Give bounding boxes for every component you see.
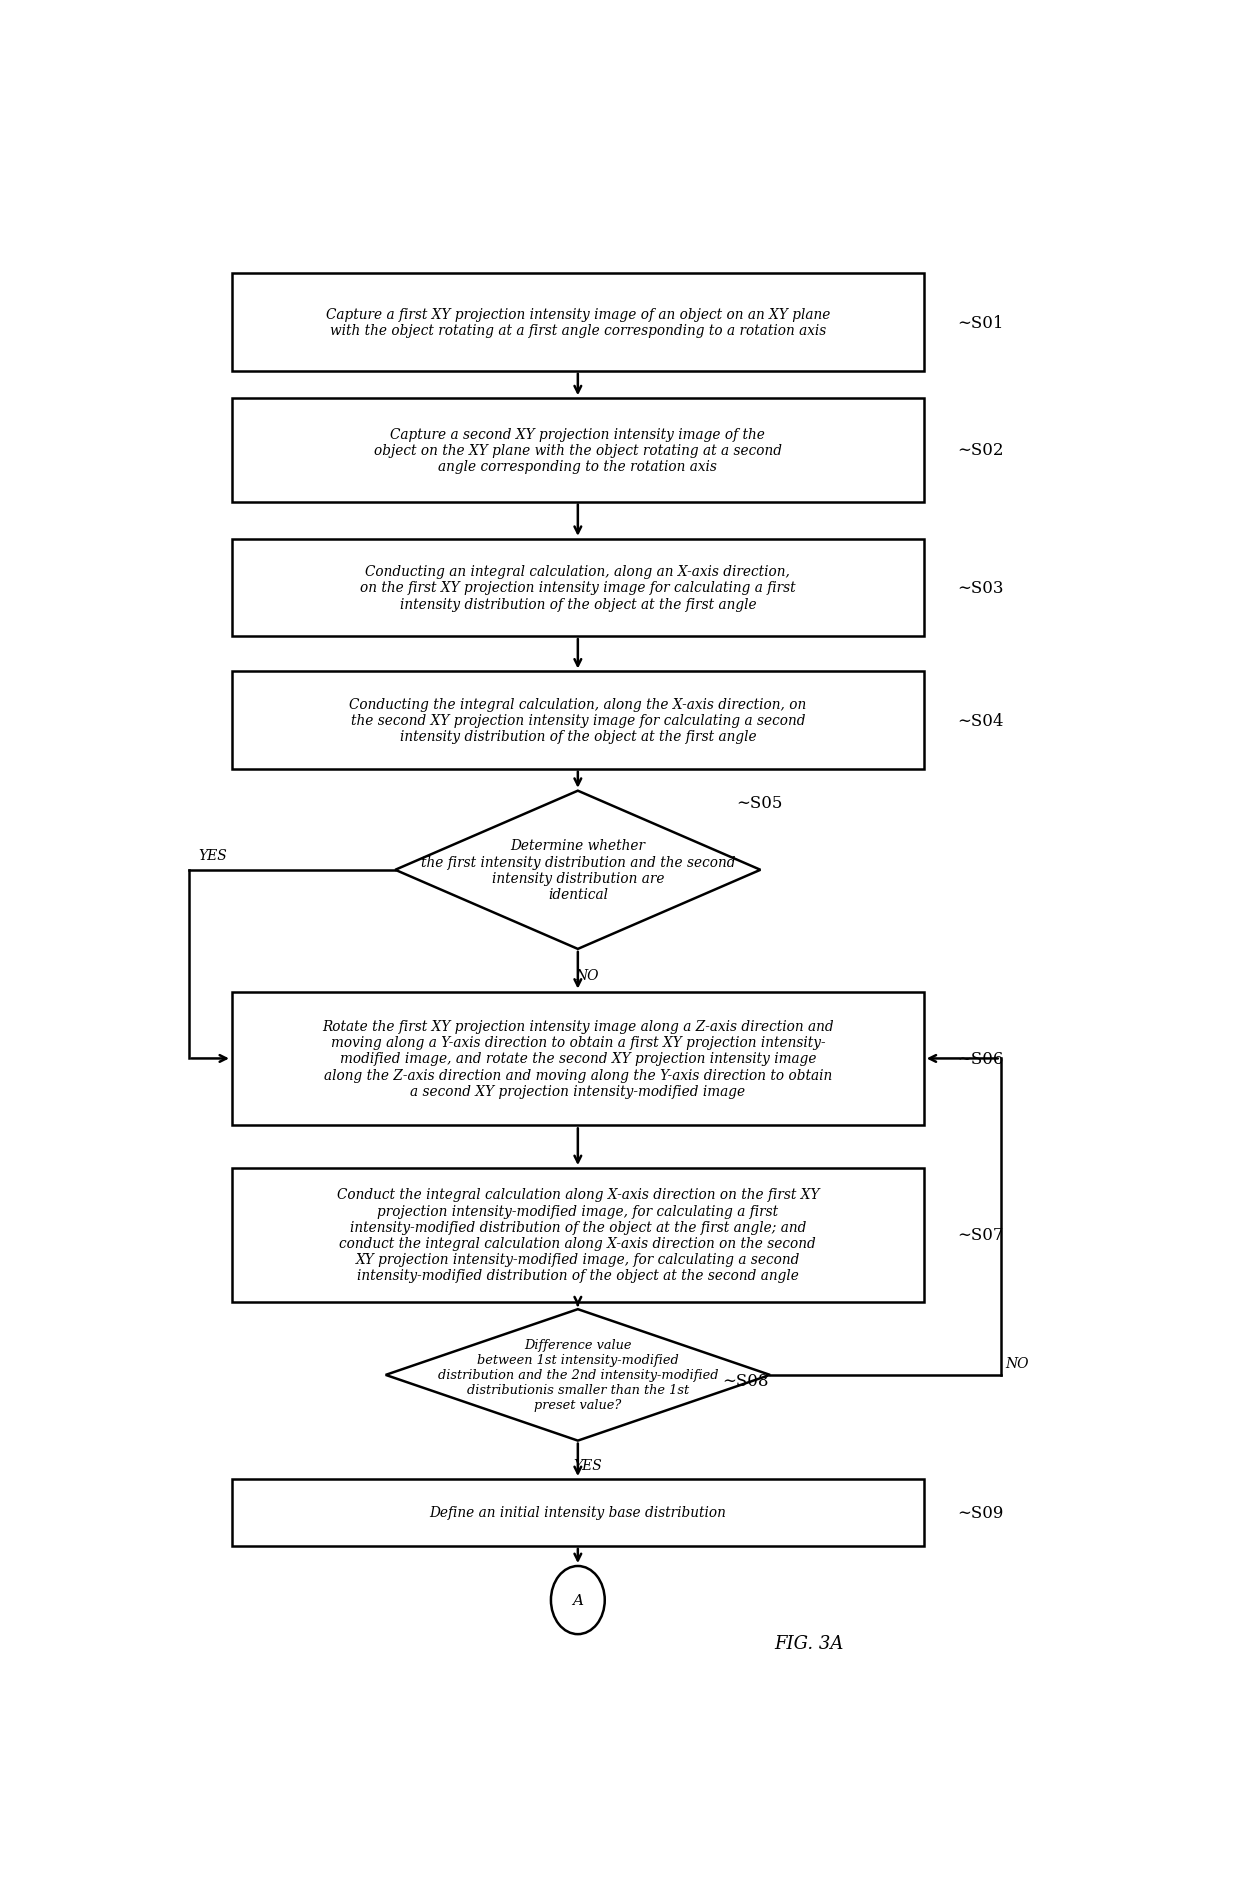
FancyBboxPatch shape xyxy=(232,274,924,372)
Text: ∼S09: ∼S09 xyxy=(957,1504,1004,1521)
Text: Define an initial intensity base distribution: Define an initial intensity base distrib… xyxy=(429,1506,727,1519)
Text: ∼S05: ∼S05 xyxy=(737,795,782,812)
Text: Conducting the integral calculation, along the X-axis direction, on
the second X: Conducting the integral calculation, alo… xyxy=(350,697,806,744)
Text: Determine whether
the first intensity distribution and the second
intensity dist: Determine whether the first intensity di… xyxy=(420,838,735,902)
Text: Difference value
between 1st intensity-modified
distribution and the 2nd intensi: Difference value between 1st intensity-m… xyxy=(438,1339,718,1412)
Text: NO: NO xyxy=(1006,1355,1029,1371)
FancyBboxPatch shape xyxy=(232,993,924,1126)
Text: FIG. 3A: FIG. 3A xyxy=(774,1634,843,1653)
Text: ∼S07: ∼S07 xyxy=(957,1228,1004,1245)
Text: ∼S04: ∼S04 xyxy=(957,713,1004,729)
Text: Capture a second XY projection intensity image of the
object on the XY plane wit: Capture a second XY projection intensity… xyxy=(373,427,782,474)
Text: ∼S08: ∼S08 xyxy=(722,1372,769,1389)
Text: Capture a first XY projection intensity image of an object on an XY plane
with t: Capture a first XY projection intensity … xyxy=(326,308,830,338)
Text: ∼S03: ∼S03 xyxy=(957,579,1004,596)
Text: Conducting an integral calculation, along an X-axis direction,
on the first XY p: Conducting an integral calculation, alon… xyxy=(360,564,796,611)
Text: ∼S06: ∼S06 xyxy=(957,1051,1004,1068)
FancyBboxPatch shape xyxy=(232,671,924,769)
Text: Rotate the first XY projection intensity image along a Z-axis direction and
movi: Rotate the first XY projection intensity… xyxy=(322,1019,833,1098)
Text: ∼S02: ∼S02 xyxy=(957,442,1004,459)
Text: Conduct the integral calculation along X-axis direction on the first XY
projecti: Conduct the integral calculation along X… xyxy=(336,1188,820,1282)
Text: NO: NO xyxy=(575,968,599,983)
Polygon shape xyxy=(396,791,760,949)
FancyBboxPatch shape xyxy=(232,540,924,637)
Polygon shape xyxy=(386,1310,770,1440)
Text: ∼S01: ∼S01 xyxy=(957,314,1004,331)
Text: YES: YES xyxy=(198,848,227,863)
FancyBboxPatch shape xyxy=(232,1480,924,1545)
FancyBboxPatch shape xyxy=(232,1167,924,1303)
Circle shape xyxy=(551,1566,605,1634)
FancyBboxPatch shape xyxy=(232,399,924,502)
Text: A: A xyxy=(573,1592,583,1607)
Text: YES: YES xyxy=(573,1457,601,1472)
